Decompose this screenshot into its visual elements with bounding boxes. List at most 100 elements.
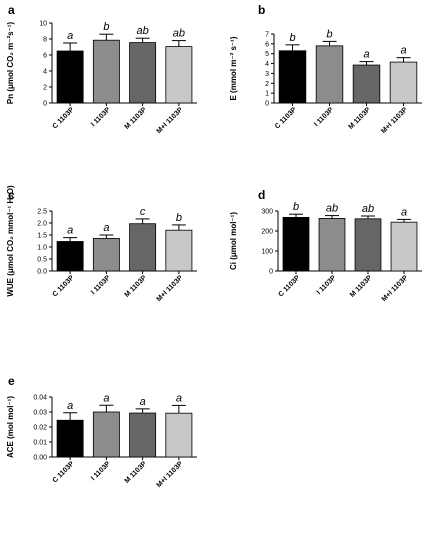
significance-letter: c — [140, 206, 146, 218]
y-tick-label: 5 — [265, 51, 269, 58]
panel-b: b E (mmol m⁻² s⁻¹) 0 1 2 3 4 5 6 7 b C 1103P b I 1103… — [229, 3, 422, 135]
significance-letter: a — [67, 30, 73, 42]
panel-d: d Ci (μmol mol⁻¹) 0 100 200 300 b C 1103P ab I 11… — [229, 188, 422, 303]
panel-letter: b — [258, 3, 265, 17]
significance-letter: a — [401, 206, 407, 218]
y-tick-label: 0.01 — [33, 440, 47, 447]
bar — [56, 50, 84, 104]
bar — [56, 241, 84, 272]
significance-letter: ab — [137, 25, 149, 37]
y-tick-label: 4 — [43, 69, 47, 76]
significance-letter: a — [67, 400, 73, 412]
category-label: C 1103P — [52, 274, 76, 298]
y-tick-label: 0.04 — [33, 395, 47, 402]
y-tick-label: 300 — [261, 209, 273, 216]
y-axis-title: Ci (μmol mol⁻¹) — [229, 212, 238, 270]
bar — [129, 42, 157, 104]
y-tick-label: 10 — [39, 21, 47, 28]
y-tick-label: 1.5 — [37, 233, 47, 240]
category-label: I 1103P — [313, 106, 335, 128]
y-tick-label: 0.5 — [37, 257, 47, 264]
y-tick-label: 2 — [43, 85, 47, 92]
significance-letter: b — [176, 212, 182, 224]
category-label: C 1103P — [277, 274, 301, 298]
panel-letter: d — [258, 188, 265, 202]
bar — [92, 237, 120, 272]
panel-a: a Pn (μmol CO₂ m⁻²s⁻¹) 0 2 4 6 8 10 a C 1103P b I 1… — [6, 3, 197, 135]
bar — [92, 411, 120, 458]
category-label: M 1103P — [347, 106, 372, 131]
category-label: M 1103P — [124, 106, 149, 131]
bar — [92, 39, 120, 104]
category-label: C 1103P — [52, 460, 76, 484]
y-tick-label: 0 — [269, 269, 273, 276]
category-label: M 1103P — [349, 274, 374, 299]
significance-letter: a — [67, 225, 73, 237]
category-label: C 1103P — [274, 106, 298, 130]
category-label: M 1103P — [124, 274, 149, 299]
bar — [165, 46, 193, 104]
significance-letter: ab — [326, 203, 338, 215]
category-label: M 1103P — [124, 460, 149, 485]
y-tick-label: 1.0 — [37, 245, 47, 252]
significance-letter: b — [289, 32, 295, 44]
bar — [318, 217, 346, 272]
category-label: M+I 1103P — [156, 274, 185, 303]
y-tick-label: 4 — [265, 61, 269, 68]
y-tick-label: 0.00 — [33, 455, 47, 462]
panel-e: e ACE (mol mol⁻¹) 0.00 0.01 0.02 0.03 0.04 a C 1… — [6, 374, 197, 489]
bar — [282, 216, 310, 272]
y-tick-label: 2 — [265, 81, 269, 88]
y-tick-label: 2.0 — [37, 221, 47, 228]
y-tick-label: 0 — [265, 101, 269, 108]
bar — [354, 218, 382, 272]
panel-letter: a — [8, 3, 15, 17]
category-label: I 1103P — [90, 274, 112, 296]
bar — [352, 64, 381, 104]
y-tick-label: 6 — [265, 41, 269, 48]
significance-letter: b — [326, 28, 332, 40]
y-tick-label: 100 — [261, 249, 273, 256]
bar — [129, 223, 157, 272]
significance-letter: b — [103, 21, 109, 33]
y-tick-label: 7 — [265, 32, 269, 39]
y-tick-label: 200 — [261, 229, 273, 236]
category-label: I 1103P — [316, 274, 338, 296]
y-tick-label: 6 — [43, 53, 47, 60]
y-tick-label: 0.0 — [37, 269, 47, 276]
bar — [390, 221, 418, 272]
y-tick-label: 0 — [43, 101, 47, 108]
bar — [389, 61, 418, 104]
category-label: C 1103P — [52, 106, 76, 130]
bar — [165, 229, 193, 272]
y-axis-title: E (mmol m⁻² s⁻¹) — [229, 36, 238, 100]
significance-letter: a — [400, 45, 406, 57]
bar — [165, 412, 193, 458]
significance-letter: ab — [362, 203, 374, 215]
category-label: M+I 1103P — [381, 274, 410, 303]
y-axis-title: WUE (μmol CO₂ mmol⁻¹ H₂O) — [6, 185, 15, 297]
significance-letter: ab — [173, 28, 185, 40]
significance-letter: a — [363, 49, 369, 61]
category-label: I 1103P — [90, 106, 112, 128]
bar — [278, 50, 307, 104]
bar — [315, 45, 344, 104]
significance-letter: a — [176, 392, 182, 404]
y-tick-label: 0.03 — [33, 410, 47, 417]
significance-letter: b — [293, 201, 299, 213]
significance-letter: a — [103, 392, 109, 404]
y-tick-label: 1 — [265, 91, 269, 98]
panel-letter: c — [8, 188, 15, 202]
category-label: M+I 1103P — [156, 460, 185, 489]
y-tick-label: 8 — [43, 37, 47, 44]
y-axis-title: ACE (mol mol⁻¹) — [6, 396, 15, 458]
significance-letter: a — [140, 396, 146, 408]
y-tick-label: 0.02 — [33, 425, 47, 432]
y-tick-label: 2.5 — [37, 209, 47, 216]
significance-letter: a — [103, 222, 109, 234]
bar — [129, 412, 157, 458]
category-label: M+I 1103P — [156, 106, 185, 135]
category-label: I 1103P — [90, 460, 112, 482]
